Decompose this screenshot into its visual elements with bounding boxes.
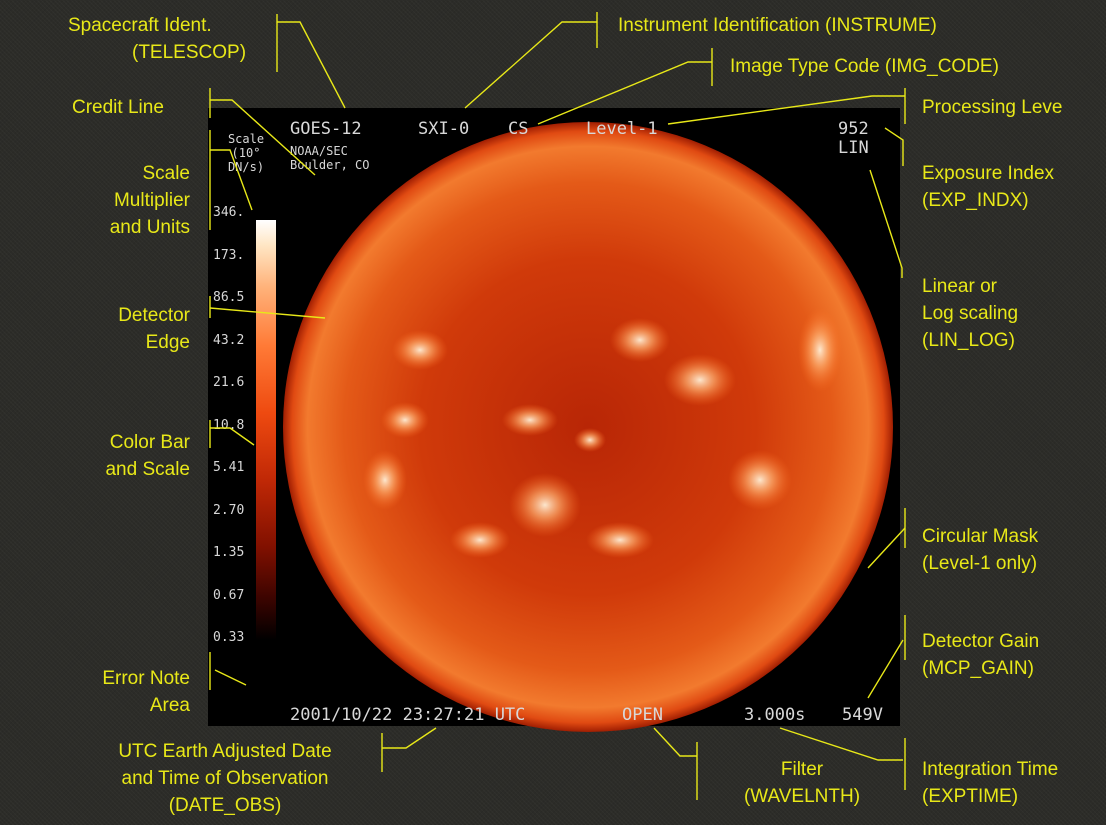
processing-level-text: Level-1 xyxy=(586,119,658,139)
scale-tick-label: 43.2 xyxy=(213,332,245,348)
color-bar-label: Color Bar and Scale xyxy=(105,432,190,480)
scale-tick-label: 346. xyxy=(213,205,245,220)
circular-mask-label: Circular Mask (Level-1 only) xyxy=(922,526,1039,574)
credit-line-label: Credit Line xyxy=(72,97,164,118)
processing-level-label: Processing Leve xyxy=(922,97,1063,118)
error-note-label: Error Note Area xyxy=(102,668,190,716)
scale-tick-label: 21.6 xyxy=(213,375,245,390)
lin-log-text: LIN xyxy=(838,138,869,158)
credit-text: NOAA/SEC Boulder, CO xyxy=(290,144,370,172)
scale-tick-label: 0.33 xyxy=(213,630,245,645)
linear-log-scaling-label: Linear or Log scaling (LIN_LOG) xyxy=(922,276,1019,351)
spacecraft-ident-label: Spacecraft Ident. (TELESCOP) xyxy=(68,15,247,63)
scale-tick-label: 5.41 xyxy=(213,460,245,475)
exptime-text: 3.000s xyxy=(744,705,806,725)
img-code-text: CS xyxy=(508,119,529,139)
filter-label: Filter (WAVELNTH) xyxy=(743,759,861,807)
scale-tick-label: 2.70 xyxy=(213,502,245,518)
instrument-identification-label: Instrument Identification (INSTRUME) xyxy=(618,15,937,36)
scale-tick-label: 86.5 xyxy=(213,290,245,305)
scale-tick-label: 1.35 xyxy=(213,545,245,560)
color-bar xyxy=(256,220,276,640)
exposure-index-label: Exposure Index (EXP_INDX) xyxy=(922,163,1055,211)
sun-disk xyxy=(283,122,893,732)
image-type-code-label: Image Type Code (IMG_CODE) xyxy=(730,56,999,77)
filter-text: OPEN xyxy=(622,705,663,725)
scale-tick-label: 0.67 xyxy=(213,587,245,603)
scale-tick-label: 173. xyxy=(213,247,245,263)
date-time-text: 2001/10/22 23:27:21 UTC xyxy=(290,705,526,725)
detector-gain-label: Detector Gain (MCP_GAIN) xyxy=(922,631,1040,679)
integration-time-label: Integration Time (EXPTIME) xyxy=(922,759,1059,807)
detector-edge-label: Detector Edge xyxy=(118,305,190,353)
telescope-text: GOES-12 xyxy=(290,119,362,139)
utc-date-label: UTC Earth Adjusted Date and Time of Obse… xyxy=(118,741,332,816)
instrument-text: SXI-0 xyxy=(418,119,470,139)
scale-multiplier-label: Scale Multiplier and Units xyxy=(109,163,190,238)
gain-text: 549V xyxy=(842,705,883,725)
exposure-index-text: 952 xyxy=(838,119,869,139)
